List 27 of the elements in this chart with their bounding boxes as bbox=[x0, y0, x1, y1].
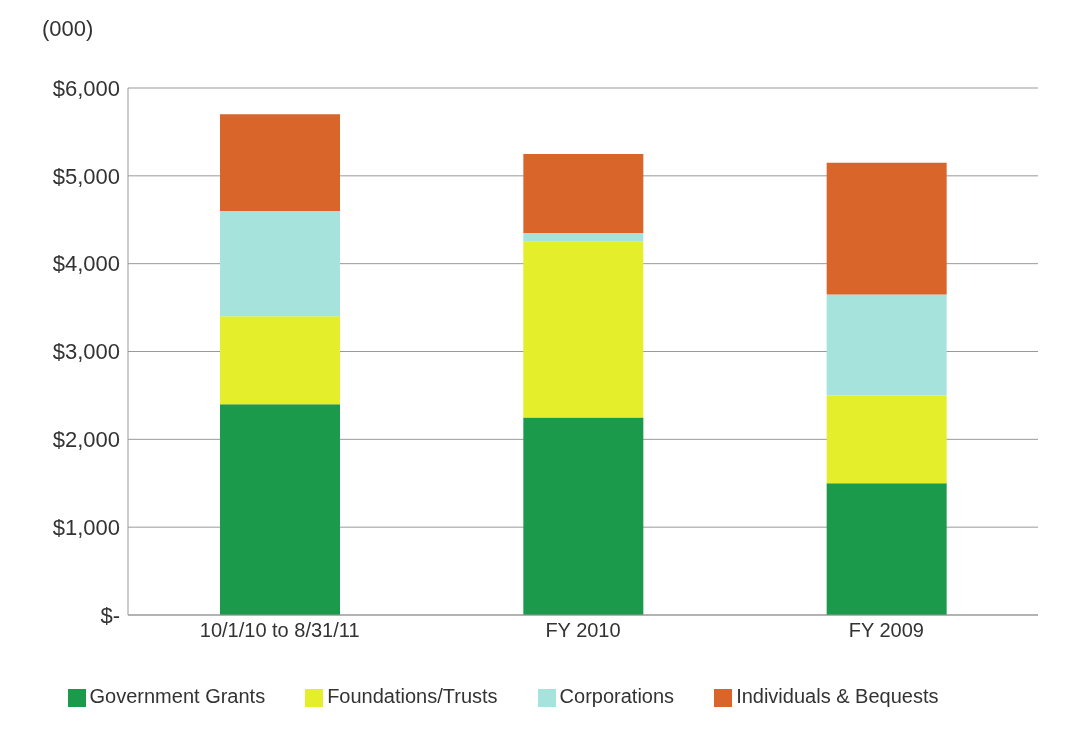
legend-label: Individuals & Bequests bbox=[736, 685, 939, 707]
y-tick-label: $1,000 bbox=[52, 514, 120, 540]
bar bbox=[220, 210, 340, 317]
y-tick-label: $6,000 bbox=[52, 75, 120, 101]
y-tick-label: $5,000 bbox=[52, 163, 120, 189]
bar bbox=[523, 232, 644, 242]
bar bbox=[220, 316, 340, 405]
y-tick-label: $3,000 bbox=[52, 339, 120, 365]
legend-label: Corporations bbox=[559, 685, 675, 707]
bar bbox=[523, 153, 644, 233]
bar bbox=[220, 114, 340, 211]
bar bbox=[826, 395, 947, 484]
y-tick-label: $- bbox=[100, 602, 120, 628]
legend-label: Foundations/Trusts bbox=[327, 685, 498, 707]
x-tick-label: FY 2009 bbox=[848, 619, 924, 642]
y-tick-label: $4,000 bbox=[52, 251, 120, 277]
x-tick-label: 10/1/10 to 8/31/11 bbox=[199, 619, 360, 642]
y-axis-title: (000) bbox=[42, 16, 94, 42]
bar bbox=[826, 162, 947, 295]
bar bbox=[826, 294, 947, 396]
legend-label: Government Grants bbox=[89, 685, 266, 707]
bar bbox=[826, 483, 947, 615]
y-tick-label: $2,000 bbox=[52, 427, 120, 453]
bar bbox=[220, 404, 340, 615]
bar bbox=[523, 241, 644, 418]
bar bbox=[523, 417, 644, 615]
x-tick-label: FY 2010 bbox=[545, 619, 621, 642]
